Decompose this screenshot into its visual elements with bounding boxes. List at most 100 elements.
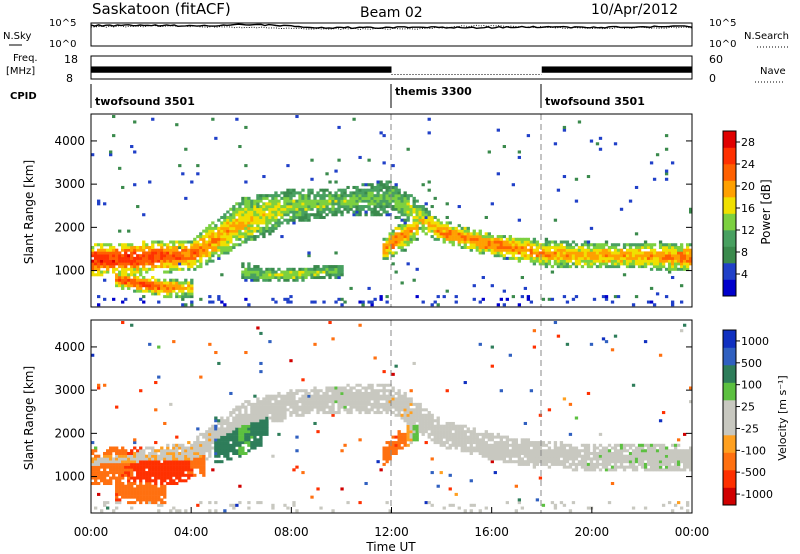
heatmap-cell — [289, 207, 293, 211]
heatmap-cell — [634, 251, 639, 255]
heatmap-cell — [187, 449, 191, 453]
heatmap-cell — [295, 199, 299, 203]
heatmap-cell — [568, 509, 573, 513]
heatmap-cell — [169, 462, 173, 466]
heatmap-cell — [625, 460, 630, 464]
heatmap-cell — [139, 451, 143, 455]
heatmap-cell — [175, 451, 179, 455]
heatmap-cell — [256, 405, 260, 409]
heatmap-cell — [313, 265, 317, 269]
heatmap-cell — [559, 451, 564, 455]
heatmap-cell — [598, 468, 603, 472]
heatmap-cell — [253, 278, 257, 282]
heatmap-cell — [511, 449, 515, 453]
heatmap-cell — [493, 254, 497, 258]
heatmap-cell — [547, 454, 552, 458]
heatmap-cell — [385, 454, 389, 458]
heatmap-cell — [427, 424, 431, 428]
heatmap-cell — [490, 454, 494, 458]
heatmap-cell — [340, 449, 344, 453]
heatmap-cell — [142, 248, 146, 252]
heatmap-cell — [208, 295, 212, 299]
heatmap-cell — [133, 275, 137, 280]
heatmap-cell — [319, 397, 323, 401]
heatmap-cell — [685, 460, 690, 464]
heatmap-cell — [631, 243, 636, 247]
heatmap-cell — [526, 443, 531, 447]
heatmap-cell — [157, 254, 161, 258]
heatmap-cell — [664, 256, 669, 260]
heatmap-cell — [505, 248, 509, 252]
heatmap-cell — [511, 254, 515, 258]
heatmap-cell — [667, 460, 672, 464]
heatmap-cell — [406, 400, 410, 404]
heatmap-cell — [226, 416, 230, 420]
heatmap-cell — [562, 245, 567, 249]
heatmap-cell — [145, 259, 149, 263]
heatmap-cell — [670, 451, 675, 455]
heatmap-cell — [190, 300, 194, 304]
heatmap-cell — [106, 457, 110, 461]
heatmap-cell — [661, 454, 666, 458]
heatmap-cell — [376, 202, 380, 206]
heatmap-cell — [670, 243, 675, 247]
heatmap-cell — [172, 465, 176, 469]
heatmap-cell — [340, 265, 344, 269]
heatmap-cell — [631, 468, 636, 472]
heatmap-cell — [199, 235, 203, 239]
heatmap-cell — [430, 438, 434, 442]
heatmap-cell — [553, 142, 558, 146]
heatmap-cell — [517, 248, 522, 252]
heatmap-cell — [352, 205, 356, 209]
heatmap-cell — [205, 449, 209, 453]
heatmap-cell — [589, 265, 594, 269]
heatmap-cell — [190, 460, 194, 464]
heatmap-cell — [289, 191, 293, 195]
heatmap-cell — [502, 289, 506, 293]
heatmap-cell — [259, 441, 263, 445]
heatmap-cell — [130, 506, 134, 510]
heatmap-cell — [631, 449, 636, 453]
heatmap-cell — [526, 297, 531, 301]
heatmap-cell — [337, 405, 341, 409]
heatmap-cell — [136, 457, 140, 461]
heatmap-cell — [253, 213, 257, 217]
heatmap-cell — [631, 383, 636, 387]
heatmap-cell — [409, 416, 413, 420]
heatmap-cell — [169, 240, 173, 244]
heatmap-cell — [409, 427, 413, 431]
heatmap-cell — [244, 411, 248, 415]
heatmap-cell — [232, 421, 236, 425]
heatmap-cell — [607, 245, 612, 249]
heatmap-cell — [376, 389, 380, 393]
heatmap-cell — [193, 451, 197, 455]
heatmap-cell — [256, 235, 260, 239]
heatmap-cell — [262, 432, 266, 436]
heatmap-cell — [115, 484, 119, 488]
heatmap-cell — [397, 402, 401, 406]
heatmap-cell — [592, 245, 597, 249]
heatmap-cell — [247, 438, 251, 442]
heatmap-cell — [460, 245, 464, 249]
heatmap-cell — [664, 169, 669, 173]
heatmap-cell — [667, 451, 672, 455]
heatmap-cell — [133, 465, 137, 469]
heatmap-cell — [376, 205, 380, 209]
heatmap-cell — [604, 460, 609, 464]
heatmap-cell — [124, 248, 128, 252]
heatmap-cell — [628, 248, 633, 252]
heatmap-cell — [490, 248, 494, 252]
heatmap-cell — [406, 419, 410, 423]
heatmap-cell — [394, 188, 398, 192]
heatmap-cell — [172, 481, 176, 486]
heatmap-cell — [379, 196, 383, 200]
heatmap-cell — [469, 245, 473, 249]
heatmap-cell — [262, 278, 266, 282]
heatmap-cell — [154, 278, 158, 282]
heatmap-cell — [463, 435, 467, 439]
heatmap-cell — [325, 397, 329, 401]
heatmap-cell — [397, 405, 401, 409]
heatmap-cell — [430, 419, 434, 423]
heatmap-cell — [319, 207, 323, 211]
heatmap-cell — [664, 465, 669, 469]
